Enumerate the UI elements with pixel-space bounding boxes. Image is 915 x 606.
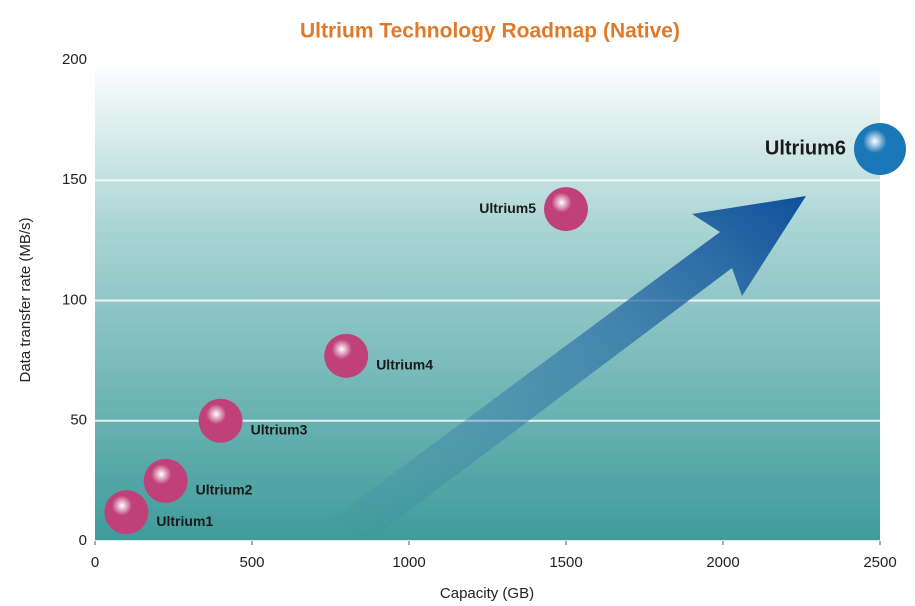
x-tick-label: 1000 — [392, 554, 425, 571]
chart-title: Ultrium Technology Roadmap (Native) — [300, 20, 680, 43]
x-tick-label: 2000 — [706, 554, 739, 571]
point-label: Ultrium3 — [251, 421, 308, 437]
point-label: Ultrium6 — [765, 137, 846, 159]
y-tick-label: 0 — [79, 532, 87, 549]
data-point — [324, 334, 368, 378]
point-label: Ultrium5 — [479, 200, 536, 216]
x-tick-label: 500 — [239, 554, 264, 571]
y-tick-label: 200 — [62, 51, 87, 68]
x-axis-label: Capacity (GB) — [440, 585, 534, 602]
y-tick-label: 50 — [70, 412, 87, 429]
data-point — [854, 123, 906, 175]
data-point — [144, 459, 188, 503]
y-tick-label: 100 — [62, 291, 87, 308]
data-point — [199, 399, 243, 443]
x-tick-label: 2500 — [863, 554, 896, 571]
x-tick-label: 0 — [91, 554, 99, 571]
chart: Ultrium Technology Roadmap (Native) Capa… — [0, 0, 915, 606]
y-tick-label: 150 — [62, 171, 87, 188]
data-point — [544, 187, 588, 231]
data-point — [104, 490, 148, 534]
point-label: Ultrium1 — [156, 513, 213, 529]
x-tick-label: 1500 — [549, 554, 582, 571]
y-axis-label: Data transfer rate (MB/s) — [17, 217, 34, 382]
point-label: Ultrium4 — [376, 357, 433, 373]
point-label: Ultrium2 — [196, 482, 253, 498]
